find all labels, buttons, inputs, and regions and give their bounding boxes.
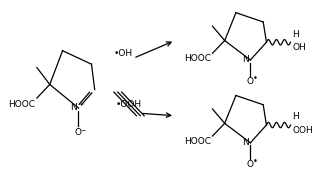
Text: H: H (292, 30, 299, 39)
Text: OOH: OOH (292, 126, 313, 135)
Text: N: N (242, 55, 249, 64)
Text: −: − (81, 128, 86, 133)
Text: HOOC: HOOC (184, 137, 211, 146)
Text: O: O (246, 77, 253, 86)
Text: N: N (242, 138, 249, 147)
Text: •: • (253, 74, 258, 83)
Text: +: + (78, 102, 83, 107)
Text: N: N (70, 103, 77, 112)
Text: •OH: •OH (114, 49, 133, 58)
Text: •OOH: •OOH (116, 100, 142, 109)
Text: OH: OH (292, 43, 306, 52)
Text: •: • (253, 157, 258, 166)
Text: O: O (246, 160, 253, 169)
Text: H: H (292, 113, 299, 121)
Text: HOOC: HOOC (8, 100, 35, 109)
Text: O: O (74, 128, 81, 137)
Text: HOOC: HOOC (184, 54, 211, 63)
